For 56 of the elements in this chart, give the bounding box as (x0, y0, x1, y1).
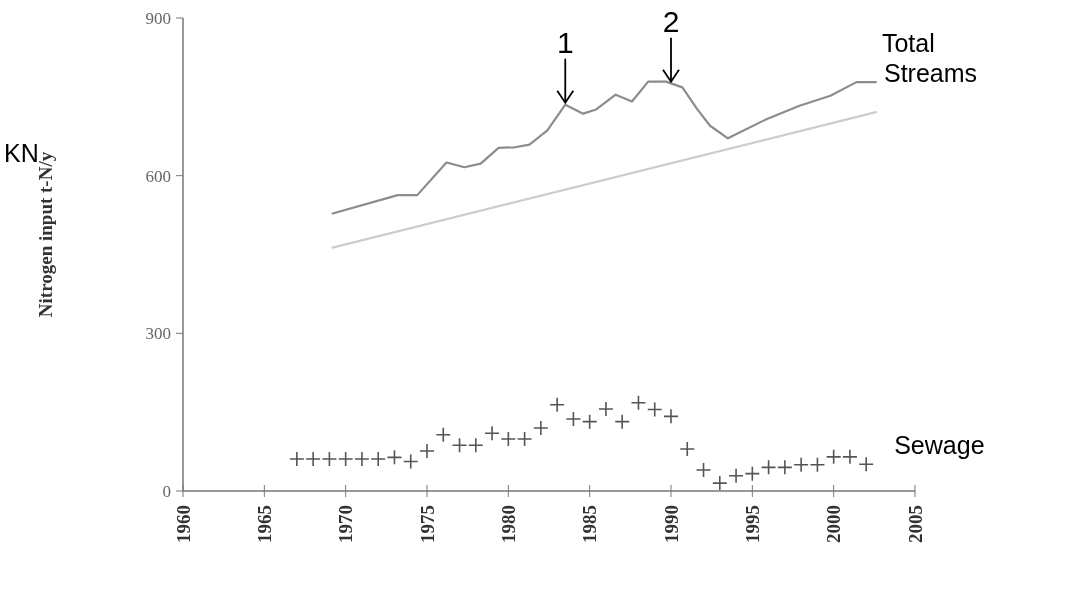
point (500, 431, 517, 447)
annotation: 2 (662, 4, 680, 38)
point (468, 437, 484, 454)
x-tick-label: 1990 (660, 505, 682, 543)
point (777, 459, 793, 476)
point (842, 449, 858, 465)
point (354, 451, 370, 467)
point (614, 413, 630, 430)
x-tick-label: 1965 (253, 505, 275, 543)
series-label: Total Streams (881, 29, 978, 88)
point (484, 425, 500, 441)
point (809, 456, 826, 473)
point (516, 431, 533, 447)
x-tick-label: 1995 (741, 505, 763, 543)
point (305, 451, 321, 467)
point (370, 451, 386, 467)
point (630, 394, 647, 411)
series-label: Sewage (894, 431, 985, 460)
point (858, 456, 874, 472)
point (289, 451, 305, 467)
point (435, 426, 452, 443)
x-tick-label: 1970 (335, 505, 357, 543)
point (744, 465, 761, 482)
point (419, 443, 435, 459)
y-tick-label: 600 (145, 166, 171, 186)
point (598, 401, 614, 417)
point (549, 397, 565, 413)
text: KN (4, 139, 39, 167)
point (695, 462, 712, 478)
point (533, 420, 549, 436)
point (679, 441, 696, 457)
x-tick-label: 2005 (904, 505, 926, 543)
x-tick-label: 2000 (823, 505, 845, 543)
point (565, 411, 582, 427)
x-tick-label: 1960 (172, 505, 194, 543)
y-tick-label: 0 (162, 481, 171, 501)
point (386, 449, 403, 466)
point (581, 413, 598, 430)
x-tick-label: 1980 (497, 505, 519, 543)
point (337, 451, 354, 467)
y-tick-label: 300 (145, 324, 171, 344)
line-series (331, 80, 878, 215)
point (321, 451, 338, 467)
point (728, 467, 744, 484)
point (663, 408, 679, 425)
point (646, 401, 663, 418)
y-tick-label: 900 (145, 8, 171, 28)
x-tick-label: 1985 (579, 505, 601, 543)
x-tick-label: 1975 (416, 505, 438, 543)
point (825, 449, 842, 465)
point (451, 437, 468, 454)
point (793, 456, 809, 473)
point (760, 459, 777, 476)
annotation: 1 (556, 25, 574, 59)
point (402, 453, 419, 470)
point (712, 475, 728, 491)
